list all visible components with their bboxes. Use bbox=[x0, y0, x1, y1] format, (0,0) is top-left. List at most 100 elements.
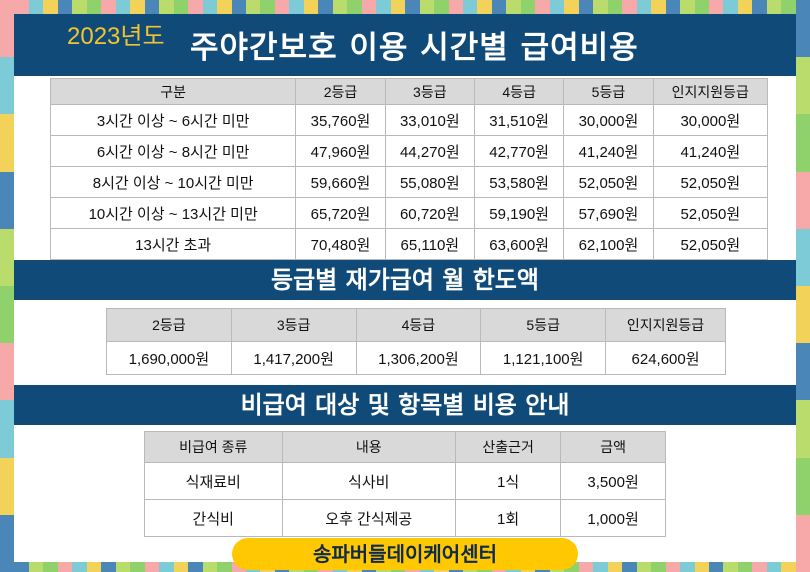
noncovered-section-title: 비급여 대상 및 항목별 비용 안내 bbox=[240, 391, 570, 419]
border-block bbox=[752, 562, 767, 572]
border-block bbox=[796, 228, 810, 287]
table-cell: 33,010원 bbox=[384, 104, 475, 136]
border-block bbox=[796, 114, 810, 172]
table-cell: 41,240원 bbox=[563, 135, 654, 167]
border-block bbox=[390, 0, 406, 14]
border-block bbox=[217, 0, 232, 14]
table-cell: 57,690원 bbox=[563, 197, 654, 229]
table-cell: 59,660원 bbox=[295, 166, 386, 198]
border-block bbox=[0, 286, 14, 344]
column-header: 인지지원등급 bbox=[652, 78, 769, 105]
table-cell: 30,000원 bbox=[652, 104, 769, 136]
border-block bbox=[144, 562, 160, 572]
table-cell: 59,190원 bbox=[473, 197, 565, 229]
border-block bbox=[636, 0, 652, 14]
column-header: 4등급 bbox=[355, 308, 482, 342]
table-cell: 70,480원 bbox=[295, 228, 386, 260]
border-block bbox=[0, 514, 14, 572]
page-title: 주야간보호 이용 시간별 급여비용 bbox=[190, 30, 639, 66]
table-cell: 47,960원 bbox=[295, 135, 386, 167]
table-cell: 1,000원 bbox=[560, 499, 666, 537]
table-cell: 간식비 bbox=[144, 499, 283, 537]
border-block bbox=[202, 562, 218, 572]
table-cell: 1,690,000원 bbox=[106, 341, 232, 375]
border-block bbox=[651, 562, 666, 572]
border-block bbox=[651, 0, 666, 14]
table-cell: 52,050원 bbox=[563, 166, 654, 198]
noncovered-cost-table: 비급여 종류 내용 산출근거 금액 식재료비 식사비 1식 3,500원 간식비 오후 간식제공… bbox=[144, 431, 666, 537]
table-cell: 13시간 초과 bbox=[49, 228, 297, 260]
table-cell: 1,306,200원 bbox=[355, 341, 482, 375]
border-block bbox=[130, 562, 145, 572]
border-block bbox=[781, 0, 796, 14]
border-block bbox=[694, 0, 709, 14]
column-header: 비급여 종류 bbox=[144, 431, 283, 463]
table-row: 10시간 이상 ~ 13시간 미만 65,720원 60,720원 59,190원 57… bbox=[49, 197, 769, 229]
border-block bbox=[796, 171, 810, 229]
border-block bbox=[0, 343, 14, 401]
border-block bbox=[796, 400, 810, 458]
table-cell: 3시간 이상 ~ 6시간 미만 bbox=[49, 104, 297, 136]
border-block bbox=[115, 562, 131, 572]
column-header: 5등급 bbox=[563, 78, 654, 105]
border-block bbox=[796, 343, 810, 401]
table-cell: 60,720원 bbox=[384, 197, 475, 229]
border-block bbox=[260, 0, 275, 14]
table-cell: 44,270원 bbox=[384, 135, 475, 167]
column-header: 산출근거 bbox=[455, 431, 562, 463]
border-block bbox=[28, 0, 44, 14]
table-cell: 1식 bbox=[455, 462, 562, 500]
table-cell: 식재료비 bbox=[144, 462, 283, 500]
table-cell: 3,500원 bbox=[560, 462, 666, 500]
table-cell: 41,240원 bbox=[652, 135, 769, 167]
border-block bbox=[130, 0, 145, 14]
table-cell: 52,050원 bbox=[652, 197, 769, 229]
border-block bbox=[43, 562, 58, 572]
table-cell: 8시간 이상 ~ 10시간 미만 bbox=[49, 166, 297, 198]
border-block bbox=[86, 562, 102, 572]
table-cell: 42,770원 bbox=[473, 135, 565, 167]
border-block bbox=[578, 562, 594, 572]
border-block bbox=[622, 562, 637, 572]
border-block bbox=[0, 400, 14, 458]
border-block bbox=[506, 0, 521, 14]
border-block bbox=[622, 0, 637, 14]
table-cell: 오후 간식제공 bbox=[281, 499, 457, 537]
column-header: 인지지원등급 bbox=[605, 308, 726, 342]
column-header: 내용 bbox=[281, 431, 457, 463]
table-cell: 30,000원 bbox=[563, 104, 654, 136]
border-block bbox=[752, 0, 767, 14]
border-block bbox=[448, 0, 463, 14]
border-block bbox=[796, 457, 810, 515]
column-header: 금액 bbox=[560, 431, 666, 463]
noncovered-section-banner: 비급여 대상 및 항목별 비용 안내 bbox=[14, 385, 796, 425]
table-cell: 65,110원 bbox=[384, 228, 475, 260]
column-header: 2등급 bbox=[106, 308, 232, 342]
border-block bbox=[0, 171, 14, 229]
decorative-border-top bbox=[0, 0, 810, 14]
table-row: 1,690,000원 1,417,200원 1,306,200원 1,121,100원… bbox=[106, 341, 726, 375]
table-cell: 62,100원 bbox=[563, 228, 654, 260]
border-block bbox=[318, 0, 333, 14]
table-cell: 624,600원 bbox=[605, 341, 726, 375]
column-header: 4등급 bbox=[473, 78, 565, 105]
table-cell: 55,080원 bbox=[384, 166, 475, 198]
border-block bbox=[43, 0, 58, 14]
table-row: 간식비 오후 간식제공 1회 1,000원 bbox=[144, 499, 666, 537]
border-block bbox=[217, 562, 232, 572]
border-block bbox=[303, 0, 319, 14]
column-header: 3등급 bbox=[230, 308, 357, 342]
table-row: 13시간 초과 70,480원 65,110원 63,600원 62,100원 52,05… bbox=[49, 228, 769, 260]
border-block bbox=[723, 562, 738, 572]
border-block bbox=[680, 0, 695, 14]
border-block bbox=[0, 0, 14, 58]
limit-section-banner: 등급별 재가급여 월 한도액 bbox=[14, 260, 796, 300]
border-block bbox=[694, 562, 709, 572]
border-block bbox=[535, 0, 550, 14]
column-header: 5등급 bbox=[480, 308, 607, 342]
column-header: 구분 bbox=[49, 78, 297, 105]
border-block bbox=[14, 0, 29, 14]
table-cell: 53,580원 bbox=[473, 166, 565, 198]
border-block bbox=[347, 0, 362, 14]
border-block bbox=[173, 0, 189, 14]
